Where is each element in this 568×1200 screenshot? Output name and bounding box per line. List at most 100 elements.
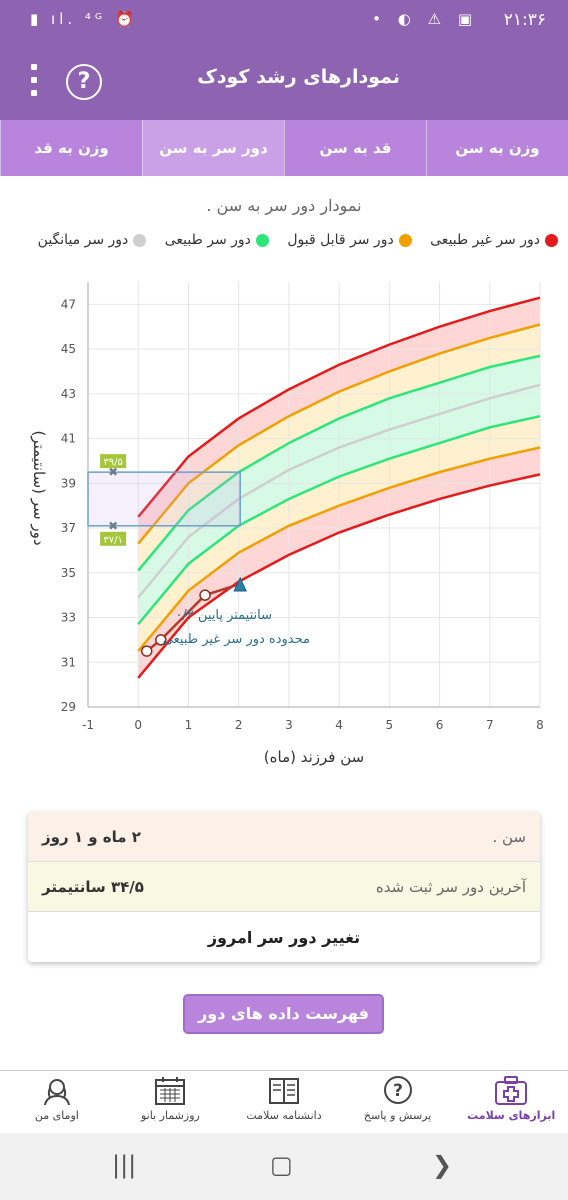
y-tick-label: 37 <box>61 521 76 535</box>
legend-dot-acceptable <box>398 233 412 247</box>
latest-measurement-marker <box>233 576 247 592</box>
legend-item-abnormal[interactable]: دور سر غیر طبیعی <box>430 232 558 248</box>
y-tick-label: 39 <box>61 476 76 490</box>
y-tick-label: 33 <box>61 611 76 625</box>
nav-encyclopedia[interactable]: دانشنامه سلامت <box>227 1071 341 1132</box>
percentile-band <box>138 297 540 544</box>
legend-label-mean: دور سر میانگین <box>37 232 129 248</box>
nav-questions[interactable]: ? پرسش و پاسخ <box>341 1071 455 1132</box>
legend-item-normal[interactable]: دور سر طبیعی <box>165 232 269 248</box>
nav-profile-label: اومای من <box>34 1109 79 1122</box>
tab-weight-for-age[interactable]: وزن به سن <box>426 120 568 176</box>
curve-lower-green <box>137 414 541 626</box>
y-axis-label: دور سر (سانتیمتر) <box>30 430 48 545</box>
curve-lower-red <box>137 473 541 679</box>
legend-dot-normal <box>255 233 269 247</box>
measurement-point <box>199 589 211 601</box>
x-tick-label: 0 <box>134 718 142 732</box>
measurement-line <box>145 582 241 653</box>
calendar-icon <box>155 1077 186 1105</box>
annotation-line-2: محدوده دور سر غیر طبیعی <box>163 632 310 647</box>
x-tick-label: 4 <box>335 718 343 732</box>
x-axis-label: سن فرزند (ماه) <box>264 748 364 766</box>
curve-upper-orange <box>137 323 541 545</box>
book-icon <box>269 1078 300 1104</box>
nav-encyclopedia-label: دانشنامه سلامت <box>246 1109 322 1122</box>
range-box <box>87 471 241 527</box>
curve-mean <box>137 383 541 599</box>
chart-legend: دور سر غیر طبیعی دور سر قابل قبول دور سر… <box>0 232 558 266</box>
x-tick-label: 6 <box>436 718 444 732</box>
range-label: ۳۷/۱ <box>103 535 122 546</box>
percentile-band <box>138 355 540 598</box>
range-marker-x: ✖ <box>108 465 118 479</box>
age-label: سن . <box>492 827 526 846</box>
nav-calendar-label: روزشمار بانو <box>141 1109 200 1122</box>
curve-upper-green <box>137 354 541 572</box>
nav-health-tools-label: ابزارهای سلامت <box>467 1109 556 1122</box>
x-tick-label: 2 <box>235 718 243 732</box>
legend-dot-mean <box>133 233 147 247</box>
x-tick-label: 5 <box>386 718 394 732</box>
summary-card: سن . ۲ ماه و ۱ روز آخرین دور سر ثبت شده … <box>28 812 540 962</box>
woman-avatar-icon <box>43 1079 70 1106</box>
percentile-band <box>138 447 540 678</box>
y-tick-label: 41 <box>61 432 76 446</box>
legend-label-abnormal: دور سر غیر طبیعی <box>430 232 540 248</box>
nav-profile[interactable]: اومای من <box>0 1071 114 1132</box>
measurement-point <box>141 645 153 657</box>
chart-title: نمودار دور سر به سن . <box>206 196 362 215</box>
system-navigation-bar: ||| ▢ ❯ <box>0 1133 568 1200</box>
x-tick-label: 7 <box>486 718 494 732</box>
help-icon[interactable]: ? <box>66 64 102 100</box>
normal-range-box: ✖۳۹/۵✖۳۷/۱ <box>87 454 241 546</box>
range-label: ۳۹/۵ <box>103 457 122 468</box>
status-right-icons: • ◐ ⚠ ▣ <box>372 10 478 28</box>
legend-item-mean[interactable]: دور سر میانگین <box>38 232 147 248</box>
range-marker-x: ✖ <box>108 519 118 533</box>
app-title: نمودارهای رشد کودک <box>197 66 400 88</box>
range-label-bg <box>100 454 127 469</box>
percentile-band <box>138 384 540 625</box>
x-tick-label: 3 <box>285 718 293 732</box>
legend-dot-abnormal <box>545 233 558 247</box>
nav-health-tools[interactable]: ابزارهای سلامت <box>454 1071 568 1132</box>
app-bar: ? نمودارهای رشد کودک <box>0 42 568 120</box>
bottom-navigation: ابزارهای سلامت ? پرسش و پاسخ دانشنامه سل… <box>0 1070 568 1132</box>
recent-apps-icon[interactable]: ||| <box>112 1151 137 1179</box>
home-icon[interactable]: ▢ <box>270 1151 293 1179</box>
head-circumference-chart[interactable]: ✖۳۹/۵✖۳۷/۱ -1 0 1 2 3 4 5 6 7 8293133353739414345… <box>0 270 568 790</box>
tab-weight-for-height[interactable]: وزن به قد <box>0 120 142 176</box>
nav-questions-label: پرسش و پاسخ <box>363 1109 432 1122</box>
chart-grid <box>87 282 541 708</box>
status-time: ۲۱:۳۶ <box>503 10 546 30</box>
tab-height-for-age[interactable]: قد به سن <box>284 120 426 176</box>
legend-item-acceptable[interactable]: دور سر قابل قبول <box>287 232 412 248</box>
range-label-bg <box>100 531 127 546</box>
status-left-icons: ▮ ıl. ⁴ᴳ ⏰ <box>30 10 138 28</box>
nav-calendar[interactable]: روزشمار بانو <box>114 1071 228 1132</box>
last-measurement-value: ۳۴/۵ سانتیمتر <box>42 877 144 896</box>
overflow-menu-icon[interactable] <box>24 60 44 100</box>
measurement-series <box>141 576 247 657</box>
annotation-line-1: ۰/۲ سانتیمتر پایین <box>175 608 272 623</box>
change-today-button[interactable]: تغییر دور سر امروز <box>207 927 361 947</box>
tab-head-circumference[interactable]: دور سر به سن <box>142 120 284 176</box>
y-tick-label: 47 <box>61 297 76 311</box>
data-list-button[interactable]: فهرست داده های دور سر . <box>183 994 384 1059</box>
y-tick-label: 29 <box>61 700 76 714</box>
chart-tabs: وزن به سن قد به سن دور سر به سن وزن به ق… <box>0 120 568 176</box>
last-measurement-row: آخرین دور سر ثبت شده ۳۴/۵ سانتیمتر <box>28 862 540 912</box>
last-measurement-label: آخرین دور سر ثبت شده <box>375 877 526 896</box>
legend-label-normal: دور سر طبیعی <box>164 232 251 248</box>
svg-text:?: ? <box>393 1081 403 1101</box>
measurement-point <box>155 634 167 646</box>
back-icon[interactable]: ❯ <box>432 1151 453 1179</box>
percentile-curves <box>137 296 541 679</box>
age-value: ۲ ماه و ۱ روز <box>42 827 141 846</box>
curve-upper-red <box>137 296 541 518</box>
question-icon: ? <box>383 1076 412 1104</box>
x-tick-label: -1 <box>82 718 94 732</box>
y-tick-label: 31 <box>61 655 76 669</box>
legend-label-acceptable: دور سر قابل قبول <box>287 232 394 248</box>
